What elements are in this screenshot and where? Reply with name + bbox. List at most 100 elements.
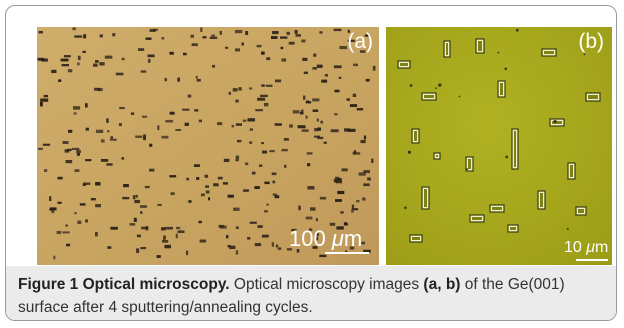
surface-pit: [295, 34, 301, 37]
surface-speck: [466, 168, 469, 171]
surface-pit: [312, 98, 320, 102]
surface-pit: [211, 34, 215, 37]
surface-pit: [53, 255, 56, 260]
surface-pit: [247, 118, 255, 122]
crystallite-feature: [549, 118, 565, 127]
surface-pit: [371, 158, 374, 163]
surface-pit: [275, 79, 282, 83]
surface-pit: [165, 226, 173, 230]
surface-pit: [85, 127, 89, 131]
surface-pit: [37, 57, 45, 61]
surface-pit: [296, 249, 300, 253]
surface-pit: [130, 112, 135, 115]
surface-pit: [95, 129, 104, 133]
crystallite-feature: [497, 80, 506, 98]
surface-speck: [458, 95, 461, 98]
scale-bar-b: 10 μm: [564, 239, 608, 261]
caption-label: Figure 1 Optical microscopy.: [18, 276, 230, 293]
surface-pit: [67, 69, 73, 73]
surface-pit: [235, 123, 242, 126]
surface-pit: [141, 226, 149, 230]
surface-pit: [72, 27, 76, 31]
surface-pit: [118, 123, 122, 127]
surface-pit: [347, 39, 355, 42]
surface-pit: [334, 113, 338, 116]
surface-pit: [362, 197, 366, 201]
surface-pit: [320, 120, 323, 124]
surface-pit: [340, 211, 344, 214]
crystallite-feature: [421, 92, 437, 101]
surface-pit: [129, 223, 136, 226]
crystallite-feature: [511, 128, 519, 170]
surface-pit: [186, 250, 189, 256]
surface-pit: [134, 199, 140, 204]
surface-pit: [298, 205, 301, 211]
surface-pit: [77, 55, 81, 61]
surface-pit: [346, 98, 350, 101]
surface-pit: [297, 125, 306, 129]
surface-pit: [175, 233, 178, 239]
surface-pit: [73, 106, 81, 110]
surface-pit: [356, 200, 360, 203]
surface-speck: [566, 228, 569, 230]
crystallite-feature: [585, 92, 601, 102]
surface-pit: [164, 244, 171, 249]
surface-pit: [104, 55, 113, 59]
surface-pit: [142, 115, 148, 118]
surface-pit: [68, 129, 73, 133]
surface-pit: [121, 157, 125, 160]
surface-pit: [330, 129, 339, 133]
surface-pit: [162, 240, 169, 243]
surface-pit: [64, 149, 70, 153]
surface-pit: [367, 177, 371, 181]
surface-pit: [349, 246, 355, 250]
surface-pit: [119, 107, 125, 110]
surface-pit: [177, 230, 185, 233]
surface-pit: [51, 210, 55, 214]
surface-pit: [195, 75, 198, 79]
surface-pit: [341, 168, 348, 172]
surface-pit: [352, 152, 361, 155]
surface-pit: [140, 70, 147, 73]
figure-frame: (a) 100 μm (b) 10 μm Figure 1 Optical mi…: [5, 5, 617, 321]
surface-pit: [188, 200, 192, 203]
surface-pit: [40, 98, 49, 102]
surface-pit: [213, 183, 219, 187]
surface-pit: [312, 67, 317, 70]
surface-pit: [353, 150, 357, 154]
surface-pit: [343, 223, 349, 226]
surface-pit: [107, 130, 110, 133]
surface-pit: [363, 183, 370, 187]
surface-pit: [314, 135, 320, 138]
surface-pit: [272, 180, 276, 184]
surface-pit: [235, 155, 240, 159]
surface-pit: [85, 103, 88, 108]
surface-pit: [170, 192, 175, 195]
surface-pit: [231, 124, 234, 128]
surface-pit: [334, 89, 340, 93]
surface-pit: [106, 163, 113, 166]
surface-pit: [286, 248, 293, 251]
crystallite-feature: [575, 206, 587, 216]
surface-pit: [234, 29, 243, 34]
surface-pit: [347, 29, 350, 33]
surface-pit: [305, 115, 308, 119]
surface-pit: [319, 196, 327, 200]
crystallite-feature: [469, 214, 485, 223]
surface-pit: [205, 185, 209, 188]
surface-pit: [110, 136, 113, 139]
surface-pit: [95, 182, 101, 186]
crystallite-feature: [567, 162, 576, 180]
surface-pit: [219, 30, 222, 35]
surface-pit: [147, 54, 155, 58]
surface-pit: [364, 34, 370, 37]
surface-pit: [40, 101, 43, 107]
surface-pit: [319, 31, 323, 34]
surface-pit: [223, 158, 230, 162]
surface-pit: [281, 148, 288, 152]
surface-pit: [266, 57, 271, 61]
surface-pit: [235, 158, 239, 162]
crystallite-feature: [465, 156, 474, 172]
surface-pit: [294, 30, 298, 34]
surface-pit: [226, 235, 229, 239]
